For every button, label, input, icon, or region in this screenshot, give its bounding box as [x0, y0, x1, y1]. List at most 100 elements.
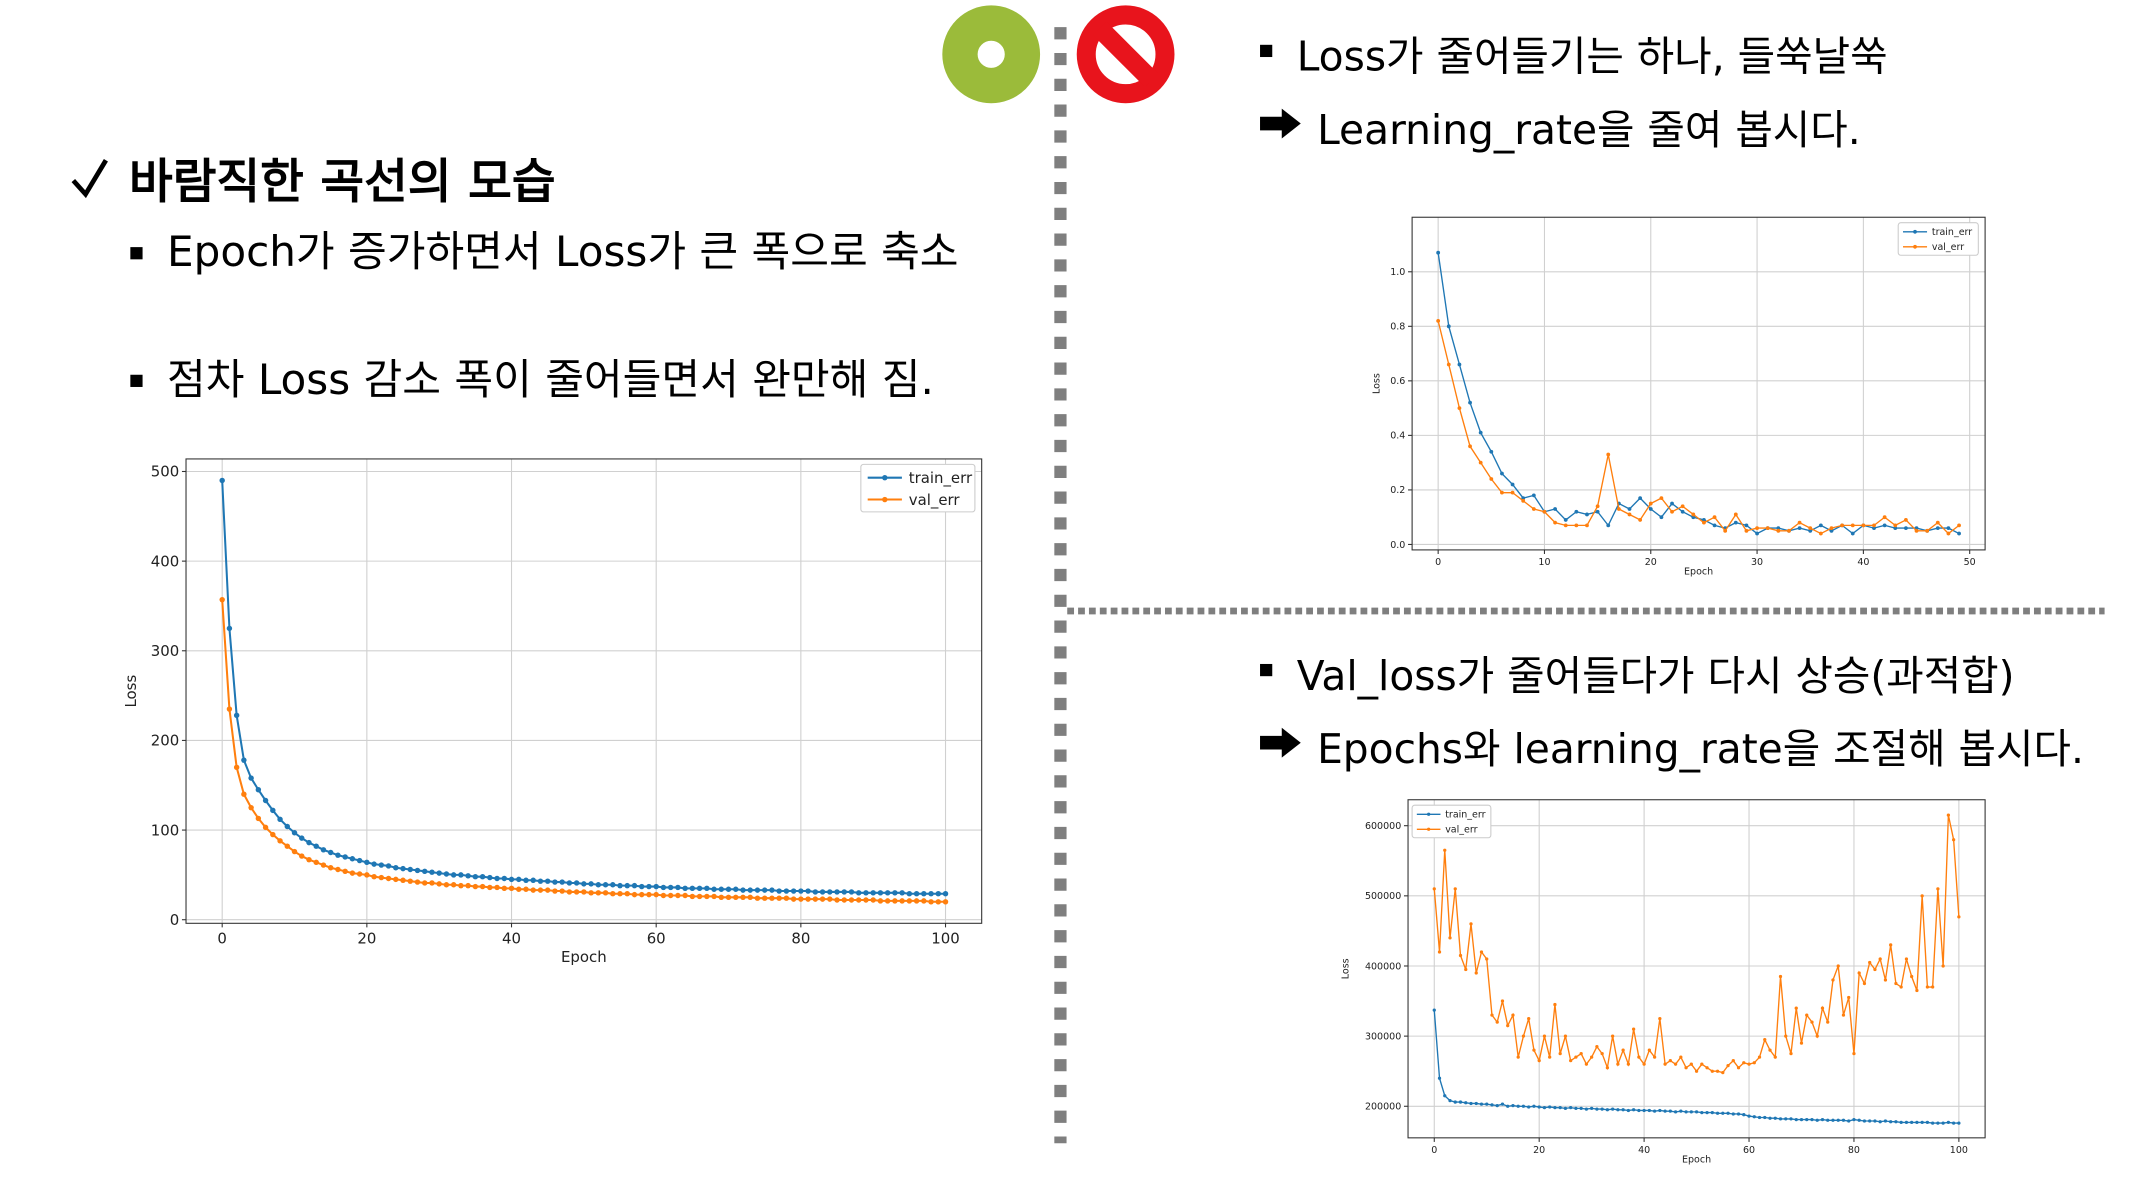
point [877, 898, 884, 904]
point [631, 882, 638, 889]
point [1810, 1020, 1814, 1024]
point [1553, 520, 1557, 525]
plot-area [186, 458, 982, 924]
point [725, 894, 732, 901]
point [1789, 1052, 1793, 1056]
point [429, 869, 435, 875]
point [1893, 526, 1898, 530]
point [1563, 523, 1568, 528]
point [602, 890, 609, 896]
point [1563, 518, 1568, 522]
point [935, 891, 942, 897]
point [1712, 523, 1717, 528]
point [646, 883, 652, 890]
point [1569, 1059, 1573, 1063]
point [1432, 1008, 1436, 1012]
point [1755, 531, 1759, 536]
point [494, 875, 500, 882]
point [610, 882, 616, 888]
chart: 0 20 40 60 80 100 0 100 200 300 400 500 Epoch Loss tra… [122, 458, 983, 966]
point [270, 807, 276, 814]
point [537, 878, 544, 884]
point [1631, 1027, 1636, 1031]
point [790, 888, 797, 894]
point [870, 897, 876, 903]
point [1712, 515, 1717, 520]
y-tick-label: 100 [151, 821, 179, 839]
point [819, 896, 826, 902]
point [906, 898, 913, 904]
point [819, 889, 826, 895]
point [1755, 526, 1759, 530]
point [754, 895, 761, 901]
point [1778, 974, 1783, 979]
point [711, 893, 717, 900]
point [1511, 1013, 1515, 1017]
point [1647, 1108, 1651, 1113]
point [1621, 1048, 1625, 1052]
point [827, 896, 833, 902]
bullet-text: Epoch가 증가하면서 Loss가 큰 폭으로 축소 [167, 228, 959, 277]
point [566, 889, 573, 895]
point [1652, 1055, 1657, 1059]
point [1836, 1118, 1840, 1122]
point [306, 839, 312, 846]
point [1878, 1120, 1882, 1124]
point [675, 884, 681, 891]
point [458, 882, 464, 889]
point [1647, 1048, 1651, 1052]
point [602, 882, 609, 888]
point [1794, 1117, 1798, 1122]
point [1862, 1119, 1867, 1123]
point [1935, 520, 1940, 525]
point [1805, 1013, 1809, 1017]
x-axis-label: Epoch [1684, 567, 1713, 578]
y-tick-label: 1.0 [1390, 267, 1405, 278]
legend-label: train_err [1445, 810, 1485, 821]
point [581, 889, 587, 895]
point [1574, 1055, 1578, 1059]
point [385, 875, 392, 882]
point [1808, 526, 1813, 530]
point [913, 898, 920, 904]
point [1700, 1062, 1704, 1066]
y-tick-label: 200 [151, 732, 179, 750]
point [928, 891, 934, 897]
x-tick-label: 40 [1638, 1145, 1650, 1156]
point [1468, 444, 1472, 449]
point [1506, 1023, 1510, 1028]
point [1574, 509, 1579, 514]
point [1818, 523, 1823, 528]
point [414, 879, 421, 885]
y-tick-label: 0.8 [1390, 322, 1405, 333]
point [1731, 1059, 1735, 1063]
point [631, 891, 638, 898]
point [1436, 250, 1441, 255]
point [1532, 1104, 1536, 1108]
point [1684, 1110, 1688, 1114]
point [689, 885, 696, 892]
point [1574, 523, 1579, 528]
point [884, 890, 891, 896]
point [262, 797, 269, 804]
point [1691, 515, 1696, 520]
point [1840, 523, 1845, 528]
point [1857, 1118, 1861, 1122]
point [1931, 1121, 1935, 1125]
point [1680, 504, 1685, 509]
x-tick-label: 50 [1964, 557, 1976, 568]
point [1464, 967, 1468, 972]
point [790, 896, 797, 902]
point [1826, 1020, 1830, 1024]
legend-marker [882, 496, 888, 503]
point [1820, 1117, 1825, 1122]
point [508, 876, 515, 883]
point [226, 706, 233, 712]
point [1936, 1121, 1940, 1125]
point [1931, 985, 1935, 989]
point [1542, 1106, 1547, 1110]
point [675, 892, 681, 899]
x-tick-label: 20 [1533, 1145, 1545, 1156]
point [559, 888, 565, 894]
